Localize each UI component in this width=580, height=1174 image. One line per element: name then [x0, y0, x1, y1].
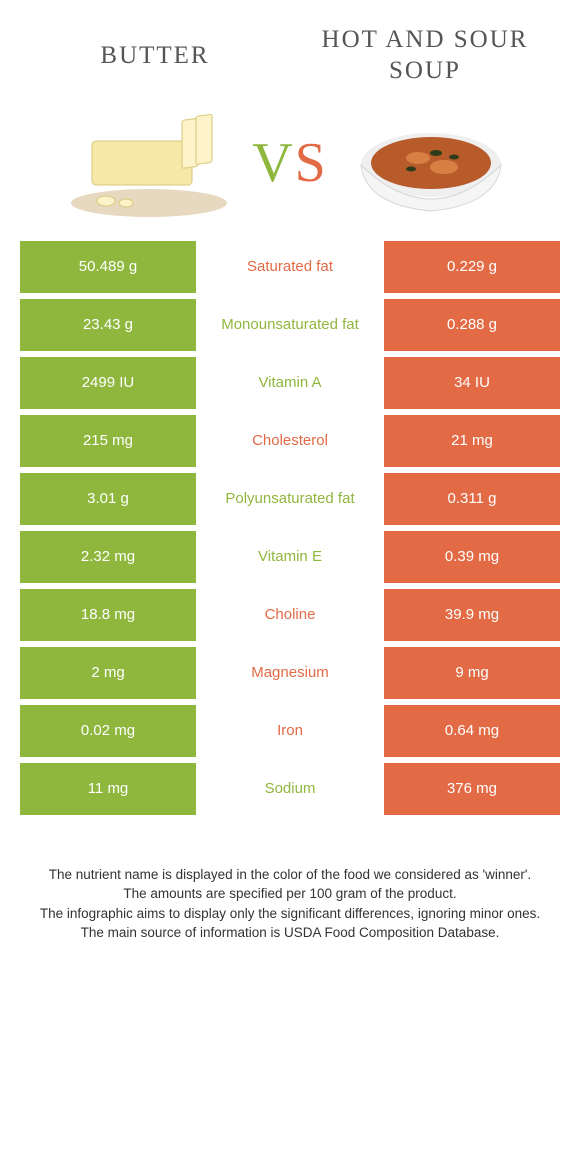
- left-value: 11 mg: [20, 763, 196, 815]
- right-value: 0.39 mg: [384, 531, 560, 583]
- left-value: 50.489 g: [20, 241, 196, 293]
- left-value: 2 mg: [20, 647, 196, 699]
- nutrient-label: Saturated fat: [196, 241, 384, 293]
- vs-v: V: [252, 131, 294, 195]
- left-value: 23.43 g: [20, 299, 196, 351]
- nutrient-label: Magnesium: [196, 647, 384, 699]
- nutrient-label: Monounsaturated fat: [196, 299, 384, 351]
- vs-label: VS: [252, 131, 328, 195]
- nutrient-label: Iron: [196, 705, 384, 757]
- right-value: 9 mg: [384, 647, 560, 699]
- header: BUTTER HOT AND SOUR SOUP: [0, 0, 580, 97]
- right-value: 21 mg: [384, 415, 560, 467]
- left-food-image: [64, 103, 234, 223]
- left-value: 18.8 mg: [20, 589, 196, 641]
- left-value: 215 mg: [20, 415, 196, 467]
- table-row: 0.02 mgIron0.64 mg: [20, 705, 560, 757]
- right-food-title: HOT AND SOUR SOUP: [290, 24, 560, 87]
- left-value: 3.01 g: [20, 473, 196, 525]
- nutrient-label: Choline: [196, 589, 384, 641]
- right-value: 376 mg: [384, 763, 560, 815]
- footnote-line: The nutrient name is displayed in the co…: [24, 865, 556, 885]
- footnotes: The nutrient name is displayed in the co…: [0, 839, 580, 973]
- footnote-line: The infographic aims to display only the…: [24, 904, 556, 924]
- nutrient-label: Vitamin A: [196, 357, 384, 409]
- right-value: 0.288 g: [384, 299, 560, 351]
- footnote-line: The amounts are specified per 100 gram o…: [24, 884, 556, 904]
- vs-s: S: [295, 131, 328, 195]
- left-value: 2.32 mg: [20, 531, 196, 583]
- table-row: 2 mgMagnesium9 mg: [20, 647, 560, 699]
- right-value: 0.229 g: [384, 241, 560, 293]
- table-row: 50.489 gSaturated fat0.229 g: [20, 241, 560, 293]
- table-row: 18.8 mgCholine39.9 mg: [20, 589, 560, 641]
- table-row: 2.32 mgVitamin E0.39 mg: [20, 531, 560, 583]
- right-value: 39.9 mg: [384, 589, 560, 641]
- left-value: 0.02 mg: [20, 705, 196, 757]
- comparison-table: 50.489 gSaturated fat0.229 g 23.43 gMonou…: [0, 241, 580, 839]
- table-row: 2499 IUVitamin A34 IU: [20, 357, 560, 409]
- nutrient-label: Cholesterol: [196, 415, 384, 467]
- table-row: 3.01 gPolyunsaturated fat0.311 g: [20, 473, 560, 525]
- nutrient-label: Sodium: [196, 763, 384, 815]
- right-value: 0.64 mg: [384, 705, 560, 757]
- table-row: 215 mgCholesterol21 mg: [20, 415, 560, 467]
- left-food-title: BUTTER: [20, 24, 290, 87]
- table-row: 23.43 gMonounsaturated fat0.288 g: [20, 299, 560, 351]
- nutrient-label: Vitamin E: [196, 531, 384, 583]
- food-gallery: VS: [0, 97, 580, 241]
- right-food-image: [346, 103, 516, 223]
- right-value: 0.311 g: [384, 473, 560, 525]
- table-row: 11 mgSodium376 mg: [20, 763, 560, 815]
- left-value: 2499 IU: [20, 357, 196, 409]
- nutrient-label: Polyunsaturated fat: [196, 473, 384, 525]
- footnote-line: The main source of information is USDA F…: [24, 923, 556, 943]
- right-value: 34 IU: [384, 357, 560, 409]
